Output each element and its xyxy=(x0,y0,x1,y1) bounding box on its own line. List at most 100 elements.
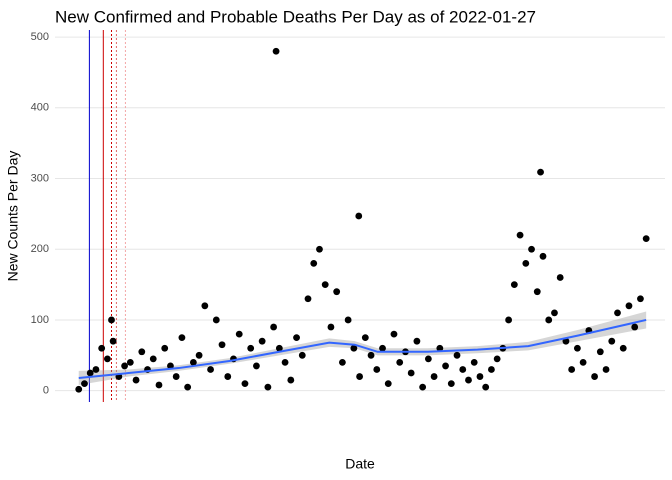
point xyxy=(298,351,306,359)
point xyxy=(614,309,621,317)
point xyxy=(488,366,495,373)
point xyxy=(602,366,610,373)
point xyxy=(98,344,106,352)
point xyxy=(189,358,197,366)
point xyxy=(470,358,478,366)
point xyxy=(253,362,260,370)
point xyxy=(109,337,117,345)
y-axis-label: New Counts Per Day xyxy=(5,151,21,282)
point xyxy=(126,358,134,366)
point xyxy=(637,295,644,303)
point xyxy=(442,362,449,370)
y-tick-label: 500 xyxy=(31,31,49,43)
point xyxy=(361,334,369,342)
point xyxy=(287,376,295,384)
point xyxy=(75,385,83,393)
point xyxy=(132,376,140,384)
point xyxy=(81,380,88,388)
point xyxy=(631,323,639,331)
point xyxy=(556,274,564,281)
point xyxy=(459,366,467,373)
smooth-line xyxy=(78,318,647,379)
point xyxy=(121,362,128,370)
point xyxy=(453,351,461,359)
point xyxy=(390,330,398,338)
point xyxy=(619,344,627,352)
point xyxy=(264,383,272,391)
point xyxy=(579,358,587,366)
point xyxy=(407,369,415,377)
point xyxy=(201,302,209,310)
point xyxy=(167,362,174,370)
point xyxy=(625,302,633,310)
point xyxy=(272,47,280,55)
point xyxy=(241,380,249,388)
point xyxy=(568,366,576,373)
point xyxy=(235,330,243,338)
point xyxy=(304,295,312,303)
point xyxy=(367,351,375,359)
x-axis-label: Date xyxy=(345,456,375,472)
point xyxy=(149,355,157,363)
point xyxy=(510,281,518,289)
point xyxy=(642,235,650,243)
point xyxy=(178,334,186,342)
point xyxy=(195,351,203,359)
point xyxy=(258,337,266,345)
point xyxy=(396,358,404,366)
point xyxy=(207,366,214,373)
point xyxy=(596,348,604,356)
point xyxy=(333,288,341,296)
point xyxy=(419,383,427,391)
point xyxy=(591,373,598,380)
point xyxy=(476,373,484,380)
y-tick-label: 0 xyxy=(43,385,49,397)
point xyxy=(447,380,455,388)
point xyxy=(172,373,180,380)
point xyxy=(270,323,278,331)
point xyxy=(212,316,220,324)
point xyxy=(310,259,318,267)
confidence-band xyxy=(78,311,647,386)
point xyxy=(108,316,115,324)
point xyxy=(516,231,524,239)
point xyxy=(155,381,163,389)
y-tick-label: 200 xyxy=(31,243,49,255)
point xyxy=(184,383,192,391)
point xyxy=(356,373,363,380)
point xyxy=(551,309,558,317)
point xyxy=(321,281,329,289)
point xyxy=(465,376,472,384)
point xyxy=(573,344,581,352)
point xyxy=(161,344,169,352)
y-tick-label: 100 xyxy=(31,314,49,326)
point xyxy=(355,212,363,220)
point xyxy=(482,383,490,391)
point xyxy=(138,348,146,356)
point xyxy=(281,358,289,366)
point xyxy=(350,344,358,352)
point xyxy=(104,355,111,363)
chart-title: New Confirmed and Probable Deaths Per Da… xyxy=(55,7,536,26)
y-tick-label: 400 xyxy=(31,102,49,114)
y-tick-label: 300 xyxy=(31,172,49,184)
point xyxy=(608,337,616,345)
point xyxy=(528,245,535,253)
point xyxy=(373,366,381,373)
point xyxy=(545,316,553,324)
point xyxy=(86,369,94,377)
point xyxy=(533,288,541,296)
point xyxy=(218,341,226,349)
point xyxy=(505,316,513,324)
point xyxy=(384,380,392,388)
point xyxy=(430,373,438,380)
point xyxy=(424,355,432,363)
point xyxy=(522,259,530,267)
point xyxy=(379,344,386,352)
point xyxy=(338,358,346,366)
point xyxy=(316,245,323,253)
point xyxy=(344,316,352,324)
point xyxy=(327,323,335,331)
point xyxy=(275,344,283,352)
